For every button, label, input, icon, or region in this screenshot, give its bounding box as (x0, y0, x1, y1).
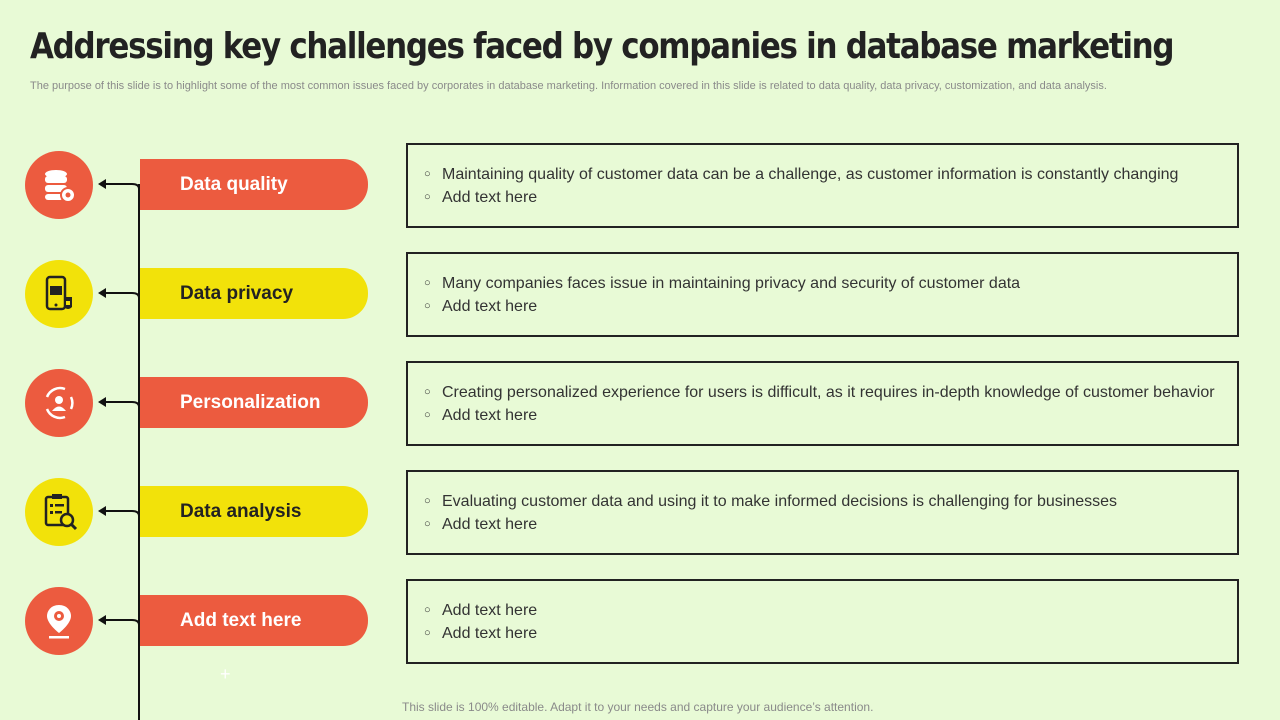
bullet-item: ○ Evaluating customer data and using it t… (424, 490, 1237, 513)
challenge-row-add-text: Add text here ○ Add text here ○ Add text h… (0, 579, 1280, 705)
plus-icon: + (220, 664, 231, 684)
bullet-icon: ○ (424, 277, 431, 289)
icon-circle (25, 151, 93, 219)
user-cycle-icon (45, 386, 74, 420)
bullet-icon: ○ (424, 168, 431, 180)
description-box: ○ Add text here ○ Add text here (406, 579, 1239, 664)
bullet-item: ○ Add text here (424, 513, 1237, 536)
bullet-item: ○ Maintaining quality of customer data ca… (424, 163, 1237, 186)
bullet-item: ○ Creating personalized experience for us… (424, 381, 1237, 404)
challenge-label: Data privacy (140, 268, 368, 319)
arrow-icon (98, 615, 140, 635)
challenge-row-data-analysis: Data analysis ○ Evaluating customer data … (0, 470, 1280, 596)
bullet-text: Add text here (442, 407, 538, 424)
bullet-text: Add text here (442, 189, 538, 206)
clipboard-analysis-icon (44, 494, 78, 531)
bullet-item: ○ Add text here (424, 295, 1237, 318)
bullet-icon: ○ (424, 604, 431, 616)
bullet-icon: ○ (424, 386, 431, 398)
bullet-item: ○ Add text here (424, 404, 1237, 427)
challenge-label: Data analysis (140, 486, 368, 537)
challenge-row-personalization: Personalization ○ Creating personalized e… (0, 361, 1280, 487)
location-pin-icon (47, 605, 71, 639)
bullet-item: ○ Add text here (424, 599, 1237, 622)
description-box: ○ Evaluating customer data and using it t… (406, 470, 1239, 555)
description-box: ○ Maintaining quality of customer data ca… (406, 143, 1239, 228)
bullet-item: ○ Add text here (424, 622, 1237, 645)
challenge-label: Data quality (140, 159, 368, 210)
footer-note: This slide is 100% editable. Adapt it to… (402, 700, 874, 714)
bullet-text: Creating personalized experience for use… (442, 384, 1215, 401)
arrow-icon (98, 288, 140, 308)
bullet-item: ○ Add text here (424, 186, 1237, 209)
bullet-text: Add text here (442, 602, 538, 619)
bullet-icon: ○ (424, 495, 431, 507)
slide-subtitle: The purpose of this slide is to highligh… (30, 80, 1107, 92)
icon-circle (25, 369, 93, 437)
arrow-icon (98, 506, 140, 526)
icon-circle (25, 478, 93, 546)
bullet-text: Add text here (442, 625, 538, 642)
slide-title: Addressing key challenges faced by compa… (30, 26, 1175, 67)
bullet-text: Evaluating customer data and using it to… (442, 493, 1118, 510)
bullet-icon: ○ (424, 518, 431, 530)
bullet-icon: ○ (424, 191, 431, 203)
bullet-text: Add text here (442, 516, 538, 533)
bullet-text: Add text here (442, 298, 538, 315)
challenge-row-data-privacy: Data privacy ○ Many companies faces issue… (0, 252, 1280, 378)
bullet-item: ○ Many companies faces issue in maintaini… (424, 272, 1237, 295)
arrow-icon (98, 179, 140, 199)
phone-lock-icon (45, 275, 72, 311)
bullet-icon: ○ (424, 627, 431, 639)
challenge-label: Personalization (140, 377, 368, 428)
database-gear-icon (45, 170, 76, 203)
challenge-label: Add text here (140, 595, 368, 646)
description-box: ○ Creating personalized experience for us… (406, 361, 1239, 446)
bullet-icon: ○ (424, 409, 431, 421)
timeline-line (138, 184, 140, 720)
description-box: ○ Many companies faces issue in maintaini… (406, 252, 1239, 337)
bullet-text: Maintaining quality of customer data can… (442, 166, 1179, 183)
challenge-row-data-quality: Data quality ○ Maintaining quality of cus… (0, 143, 1280, 269)
arrow-icon (98, 397, 140, 417)
icon-circle (25, 260, 93, 328)
bullet-text: Many companies faces issue in maintainin… (442, 275, 1021, 292)
bullet-icon: ○ (424, 300, 431, 312)
icon-circle (25, 587, 93, 655)
